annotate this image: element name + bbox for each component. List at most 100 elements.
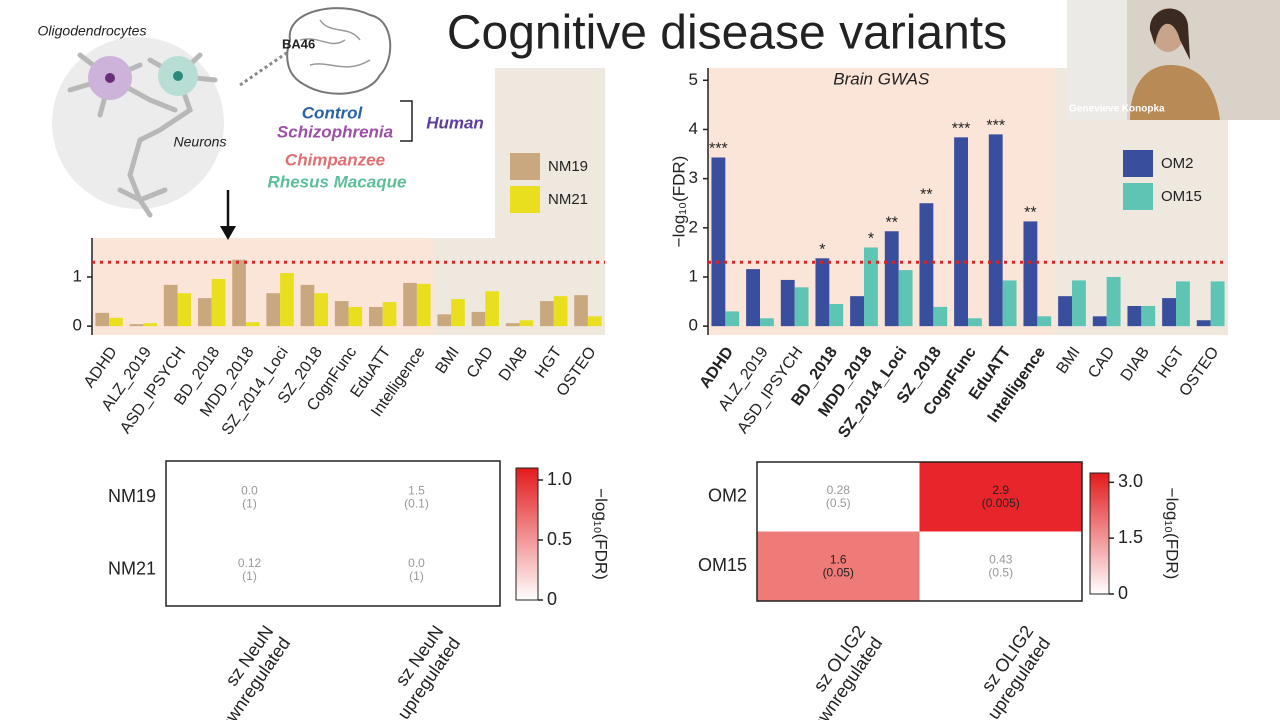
bar	[485, 291, 499, 327]
bar	[919, 203, 934, 327]
heatmap-cell	[757, 462, 920, 532]
region-label: Brain GWAS	[833, 69, 930, 88]
bar	[266, 293, 281, 327]
bar	[1037, 316, 1052, 327]
column-label: sz OLIG2downregulated	[785, 622, 886, 720]
column-label: sz NeuNdownregulated	[193, 622, 294, 720]
x-tick-label: HGT	[532, 344, 565, 382]
connector	[239, 50, 289, 87]
legend-swatch	[510, 153, 540, 180]
bar	[369, 306, 383, 327]
heatmap-cell	[757, 531, 920, 601]
significance-label: ***	[952, 121, 971, 138]
legend-swatch	[1123, 150, 1153, 177]
significance-label: ***	[986, 118, 1005, 135]
video-wall	[1067, 0, 1127, 120]
group-label: Chimpanzee	[285, 150, 385, 169]
bar	[574, 295, 588, 327]
nucleus	[105, 73, 115, 83]
bar	[884, 231, 899, 327]
bar	[451, 299, 465, 327]
heatmap-cell	[166, 533, 333, 606]
slide-title: Cognitive disease variants	[447, 7, 1007, 60]
region-label: BA46	[282, 36, 315, 51]
significance-label: *	[868, 231, 874, 248]
cell-circle	[52, 37, 224, 209]
group-label: Rhesus Macaque	[268, 172, 407, 191]
bar	[211, 278, 226, 327]
legend-label: NM19	[548, 158, 588, 175]
bar	[437, 314, 452, 327]
colorbar-tick-label: 1.5	[1118, 527, 1143, 547]
significance-label: ***	[709, 141, 728, 158]
bar	[143, 323, 157, 327]
bracket	[400, 100, 413, 142]
bar	[829, 304, 844, 327]
cell-fdr: (1)	[242, 569, 257, 583]
bar	[519, 320, 534, 327]
bar	[129, 324, 144, 327]
bar	[109, 317, 123, 327]
bar	[198, 298, 212, 327]
y-axis-label: −log₁₀(FDR)	[669, 156, 688, 248]
y-tick-label: 5	[689, 70, 698, 89]
y-tick-label: 4	[689, 119, 698, 138]
colorbar-tick-label: 0	[547, 589, 557, 609]
bar	[1092, 316, 1107, 327]
brain	[286, 7, 392, 95]
cell-fdr: (0.5)	[988, 565, 1013, 579]
significance-label: *	[819, 242, 825, 259]
bar	[416, 283, 431, 327]
group-label: Control	[302, 103, 364, 122]
cell-value: 0.28	[827, 483, 851, 497]
bar	[1058, 296, 1072, 327]
bar	[471, 311, 486, 327]
cell-value: 1.6	[830, 552, 847, 566]
nucleus	[173, 71, 183, 81]
significance-label: **	[1024, 205, 1036, 222]
colorbar-tick-label: 3.0	[1118, 471, 1143, 491]
cell-value: 0.43	[989, 552, 1013, 566]
bar	[505, 323, 520, 327]
cell-value: 2.9	[992, 483, 1009, 497]
bar	[314, 293, 328, 327]
x-tick-label: BMI	[433, 344, 463, 377]
bar	[334, 301, 349, 327]
bar	[1141, 305, 1156, 327]
bar	[760, 318, 774, 327]
cell-fdr: (1)	[242, 496, 257, 510]
group-label: Schizophrenia	[277, 122, 393, 141]
bar	[382, 302, 397, 327]
bar	[95, 312, 110, 327]
bar	[968, 318, 982, 327]
heatmap-cell	[333, 461, 500, 534]
row-label: OM2	[708, 486, 747, 506]
cell-label: Oligodendrocytes	[38, 23, 147, 39]
cell-fdr: (0.5)	[826, 496, 851, 510]
bar	[1196, 320, 1211, 327]
x-tick-label: DIAB	[496, 344, 531, 384]
x-tick-label: DIAB	[1118, 344, 1153, 384]
cell-fdr: (1)	[409, 569, 424, 583]
bar	[711, 157, 726, 327]
bar	[725, 311, 740, 327]
x-tick-label: BMI	[1053, 344, 1083, 377]
video-thumbnail: Genevieve Konopka	[1067, 0, 1280, 120]
participant-name: Genevieve Konopka	[1069, 104, 1165, 115]
colorbar	[515, 467, 539, 601]
bar	[864, 247, 878, 327]
bar	[898, 270, 913, 327]
significance-label: **	[886, 214, 898, 231]
bar	[815, 258, 830, 327]
cell-fdr: (0.05)	[823, 565, 854, 579]
bar	[794, 287, 809, 327]
cell-value: 0.12	[238, 556, 262, 570]
bar	[553, 296, 568, 327]
brain-folds	[299, 19, 371, 68]
bar	[232, 259, 246, 327]
legend-label: OM15	[1161, 188, 1202, 205]
y-tick-label: 0	[73, 316, 82, 335]
bar	[1023, 221, 1038, 327]
bar	[850, 296, 864, 327]
heatmap-border	[756, 461, 1083, 602]
